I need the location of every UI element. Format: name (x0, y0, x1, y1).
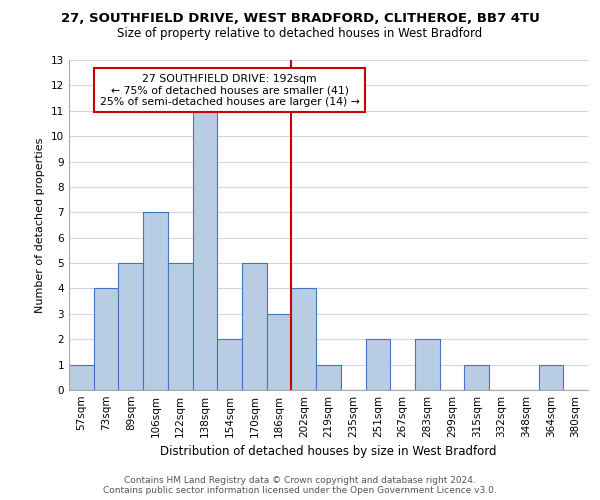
Bar (168, 263, 193, 390)
Bar (118, 263, 143, 390)
Bar (242, 263, 267, 390)
Bar (316, 364, 341, 390)
Text: Size of property relative to detached houses in West Bradford: Size of property relative to detached ho… (118, 28, 482, 40)
Bar (539, 364, 563, 390)
Bar (94, 288, 118, 390)
Bar (193, 111, 217, 390)
Bar (143, 212, 168, 390)
Bar (365, 339, 390, 390)
X-axis label: Distribution of detached houses by size in West Bradford: Distribution of detached houses by size … (160, 446, 497, 458)
Text: 27 SOUTHFIELD DRIVE: 192sqm
← 75% of detached houses are smaller (41)
25% of sem: 27 SOUTHFIELD DRIVE: 192sqm ← 75% of det… (100, 74, 359, 107)
Bar (69, 364, 94, 390)
Bar (415, 339, 440, 390)
Text: 27, SOUTHFIELD DRIVE, WEST BRADFORD, CLITHEROE, BB7 4TU: 27, SOUTHFIELD DRIVE, WEST BRADFORD, CLI… (61, 12, 539, 26)
Bar (217, 339, 242, 390)
Bar (267, 314, 292, 390)
Y-axis label: Number of detached properties: Number of detached properties (35, 138, 46, 312)
Bar (464, 364, 489, 390)
Text: Contains HM Land Registry data © Crown copyright and database right 2024.
Contai: Contains HM Land Registry data © Crown c… (103, 476, 497, 495)
Bar (292, 288, 316, 390)
